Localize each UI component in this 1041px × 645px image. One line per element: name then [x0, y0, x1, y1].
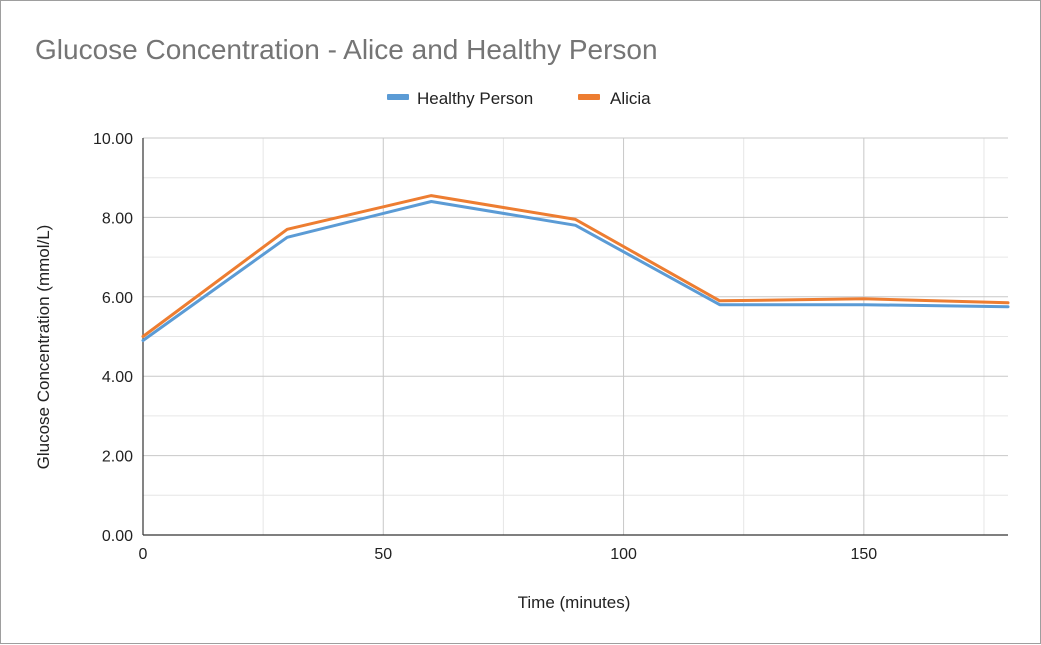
y-axis-ticks: 0.00 2.00 4.00 6.00 8.00 10.00 — [93, 131, 133, 545]
x-axis-title: Time (minutes) — [518, 593, 631, 612]
minor-gridlines — [143, 138, 1008, 535]
y-tick-label: 10.00 — [93, 131, 133, 148]
major-gridlines — [142, 137, 1008, 536]
series-lines — [141, 194, 1010, 342]
legend-label-healthy-person: Healthy Person — [417, 89, 533, 108]
x-tick-label: 0 — [139, 546, 148, 563]
legend-swatch-alicia — [578, 94, 600, 100]
y-tick-label: 0.00 — [102, 528, 133, 545]
y-tick-label: 8.00 — [102, 210, 133, 227]
legend-label-alicia: Alicia — [610, 89, 651, 108]
series-line-healthy-person — [141, 200, 1010, 342]
legend: Healthy Person Alicia — [387, 89, 651, 108]
x-axis-ticks: 0 50 100 150 — [139, 546, 878, 563]
series-line-alicia — [141, 194, 1010, 338]
x-tick-label: 50 — [374, 546, 392, 563]
chart-title: Glucose Concentration - Alice and Health… — [35, 34, 658, 65]
y-tick-label: 2.00 — [102, 449, 133, 466]
y-tick-label: 6.00 — [102, 290, 133, 307]
x-tick-label: 100 — [610, 546, 637, 563]
y-tick-label: 4.00 — [102, 369, 133, 386]
y-axis-title: Glucose Concentration (mmol/L) — [34, 225, 53, 470]
x-tick-label: 150 — [850, 546, 877, 563]
legend-swatch-healthy-person — [387, 94, 409, 100]
